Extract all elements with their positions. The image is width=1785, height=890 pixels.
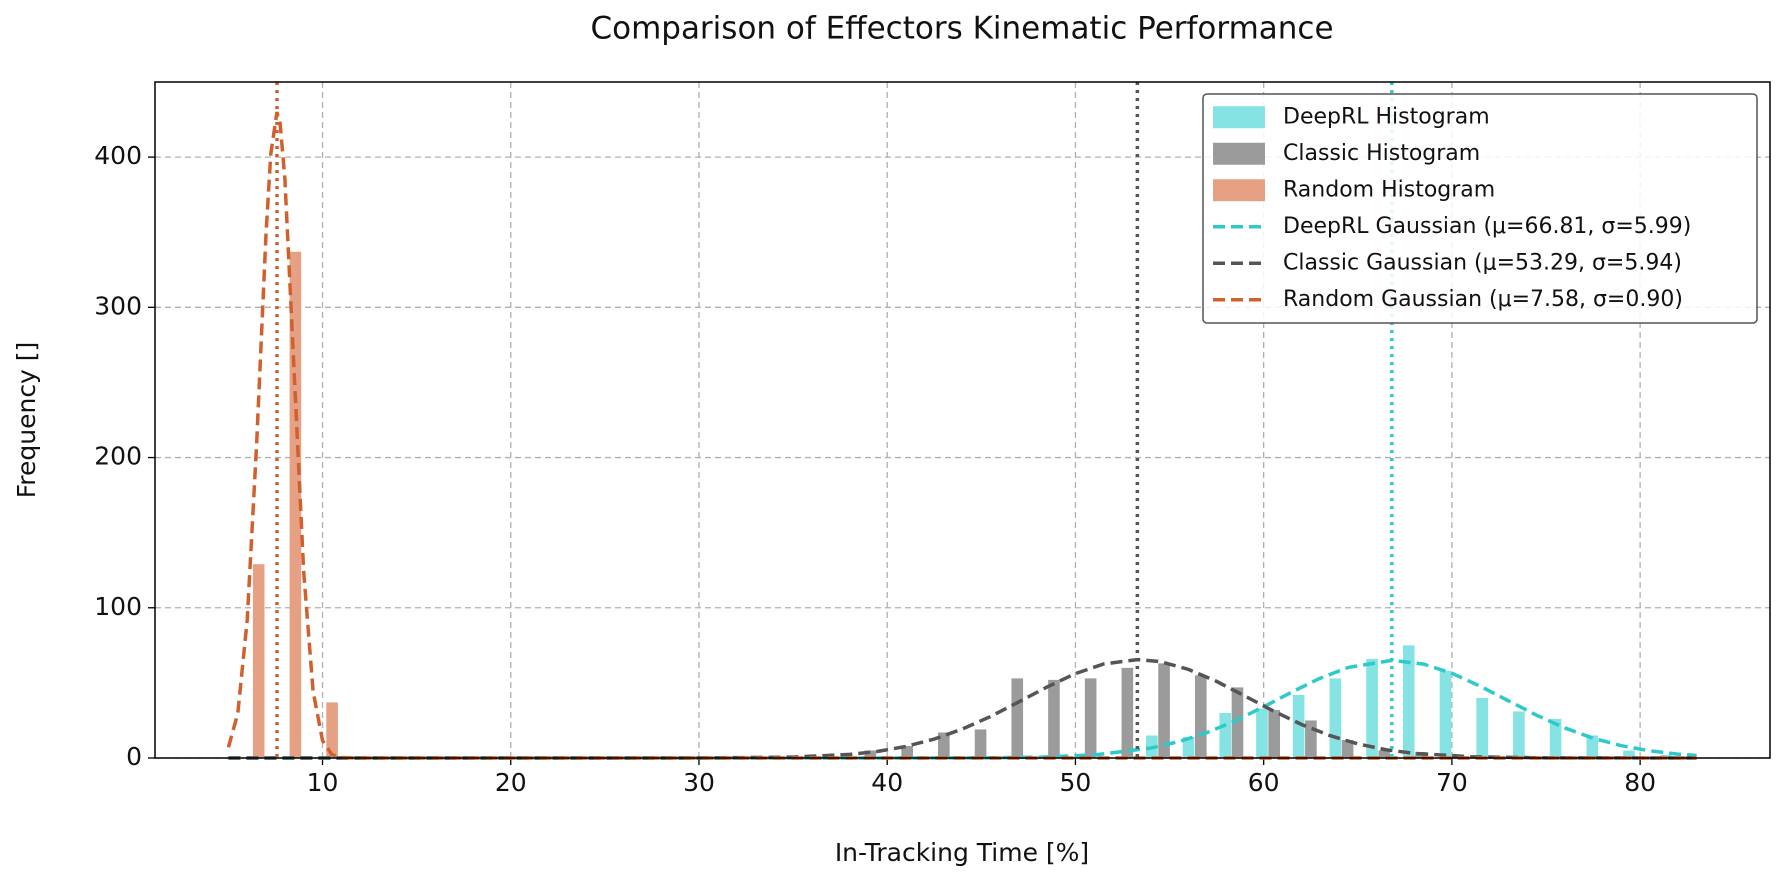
legend-swatch [1213, 179, 1265, 202]
legend-label: Classic Gaussian (μ=53.29, σ=5.94) [1283, 250, 1682, 275]
x-tick-label: 50 [1060, 768, 1092, 797]
histogram-bar [901, 745, 913, 758]
histogram-bar [1084, 678, 1097, 758]
histogram-bar [1011, 678, 1024, 758]
histogram-bar [289, 251, 302, 759]
histogram-bar [1158, 663, 1170, 758]
histogram-bar [1402, 645, 1415, 758]
y-tick-label: 100 [94, 592, 142, 621]
legend-label: DeepRL Histogram [1283, 104, 1490, 129]
histogram-bar [252, 564, 265, 758]
legend-swatch [1213, 106, 1265, 129]
histogram-bar [864, 750, 877, 758]
histogram-bar [1194, 675, 1207, 758]
histogram-bar [1329, 678, 1342, 758]
y-axis-label: Frequency [] [12, 342, 41, 499]
histogram-bar [1439, 670, 1452, 758]
legend-label: DeepRL Gaussian (μ=66.81, σ=5.99) [1283, 214, 1691, 239]
plot-frame [154, 81, 1771, 759]
legend-label: Random Histogram [1283, 177, 1495, 202]
gaussian-curve [228, 658, 1697, 760]
x-tick-label: 10 [307, 768, 339, 797]
histogram-bar [1121, 667, 1134, 758]
histogram-bar [1586, 735, 1599, 758]
histogram-bar [1219, 712, 1232, 758]
histogram-bar [1268, 709, 1280, 758]
y-tick-label: 200 [94, 442, 142, 471]
y-tick-label: 300 [94, 291, 142, 320]
x-tick-label: 60 [1248, 768, 1280, 797]
histogram-bar [938, 732, 950, 758]
gaussian-curve [226, 111, 1697, 760]
histogram-bar [326, 702, 338, 758]
legend: DeepRL Histogram Classic Histogram Random … [1202, 93, 1758, 324]
histogram-bar [1341, 739, 1354, 758]
histogram-bar [1623, 750, 1635, 758]
legend-label: Random Gaussian (μ=7.58, σ=0.90) [1283, 287, 1683, 312]
histogram-bar [1476, 697, 1488, 758]
histogram-bar [1549, 718, 1562, 758]
histogram-bar [1513, 711, 1525, 758]
x-tick-label: 40 [871, 768, 903, 797]
y-tick-label: 0 [126, 742, 142, 771]
chart-title: Comparison of Effectors Kinematic Perfor… [590, 11, 1333, 47]
histogram-bar [1305, 720, 1317, 758]
histogram-bar [1366, 658, 1378, 758]
histogram-bar [1048, 679, 1060, 758]
histogram-bar [1182, 736, 1195, 758]
histogram-bar [1378, 750, 1391, 758]
histogram-bar [1292, 694, 1305, 758]
legend-label: Classic Histogram [1283, 141, 1480, 166]
x-tick-label: 30 [683, 768, 715, 797]
x-tick-label: 20 [495, 768, 527, 797]
legend-box [1202, 93, 1758, 324]
x-axis-label: In-Tracking Time [%] [835, 838, 1089, 867]
x-tick-label: 80 [1624, 768, 1656, 797]
histogram-bar [1231, 687, 1244, 758]
histogram-bar [974, 729, 987, 758]
histogram-bar [1256, 708, 1268, 758]
x-tick-label: 70 [1436, 768, 1468, 797]
legend-swatch [1213, 142, 1265, 165]
y-tick-label: 400 [94, 141, 142, 170]
